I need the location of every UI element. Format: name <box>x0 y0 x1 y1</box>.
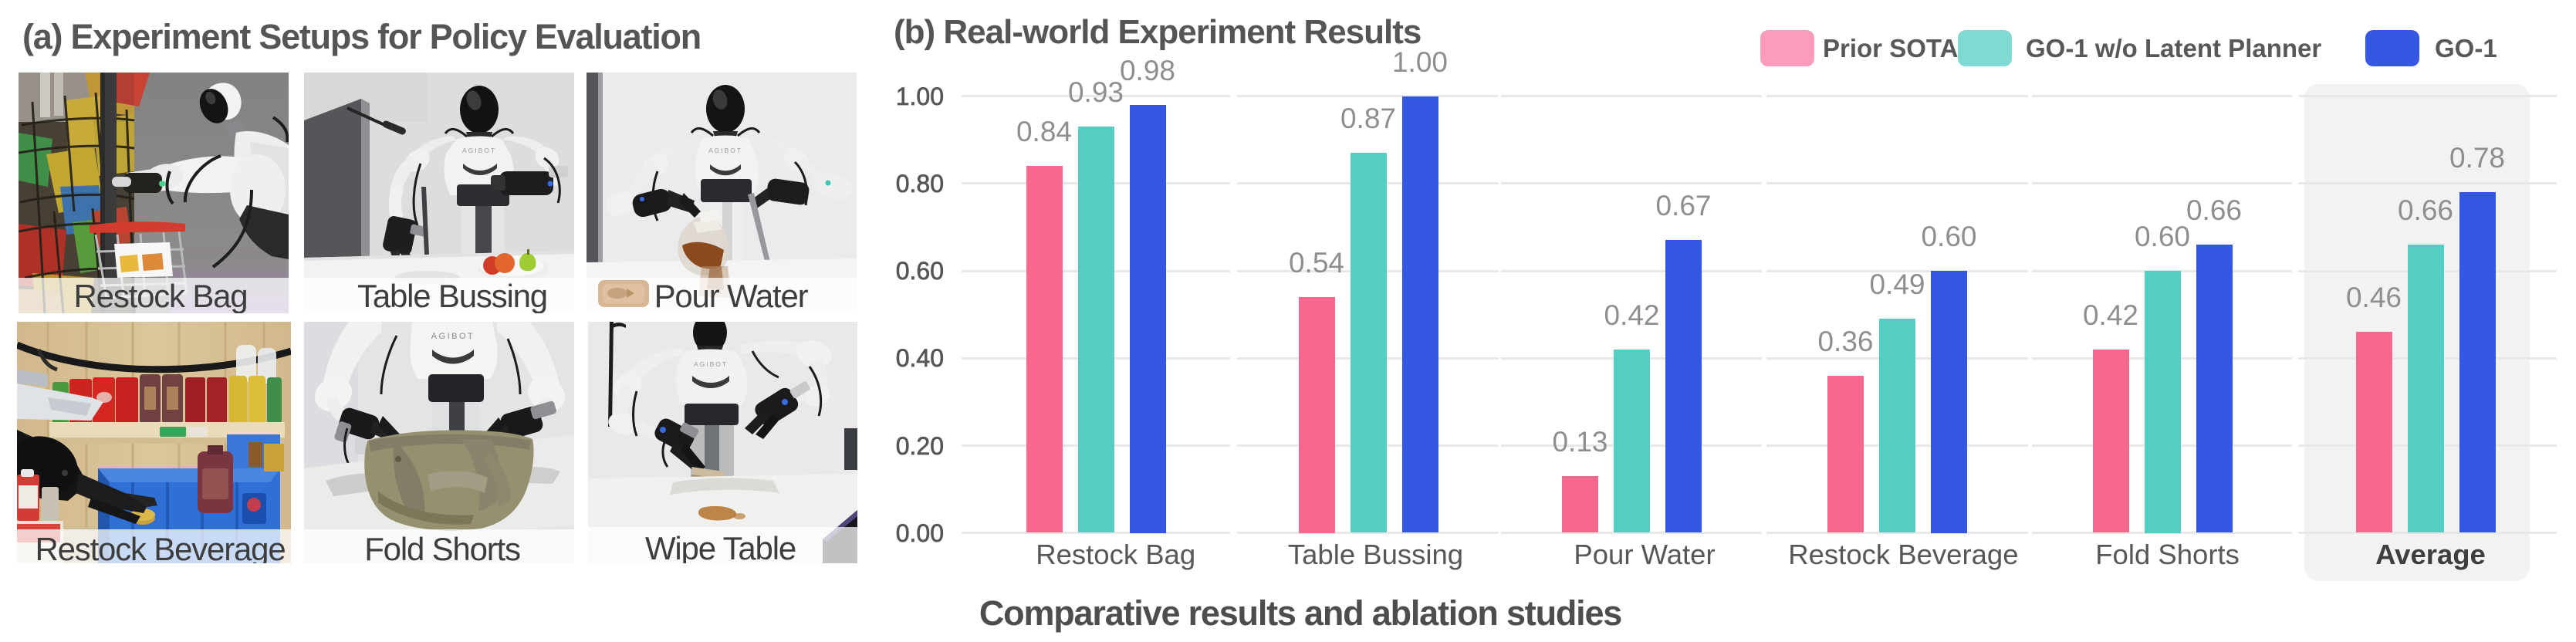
svg-text:AGIBOT: AGIBOT <box>431 332 475 341</box>
svg-text:AGIBOT: AGIBOT <box>708 147 742 154</box>
svg-text:AGIBOT: AGIBOT <box>462 147 496 154</box>
svg-text:AGIBOT: AGIBOT <box>694 360 728 368</box>
